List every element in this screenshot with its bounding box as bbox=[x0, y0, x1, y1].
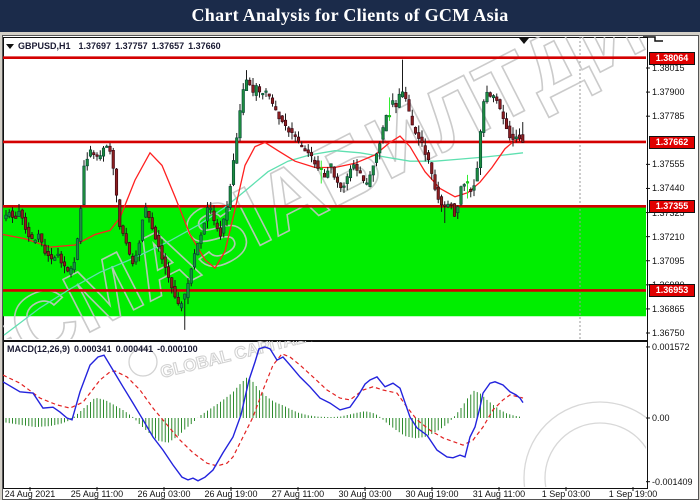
chart-shift-marker[interactable] bbox=[519, 38, 530, 44]
price-scale-drag-area[interactable] bbox=[647, 37, 699, 487]
title-text: Chart Analysis for Clients of GCM Asia bbox=[191, 5, 509, 25]
main-chart-area[interactable] bbox=[3, 37, 646, 339]
title-bar: Chart Analysis for Clients of GCM Asia bbox=[0, 0, 700, 32]
macd-chart-area[interactable] bbox=[3, 341, 646, 487]
time-scale-drag-area[interactable] bbox=[3, 487, 646, 500]
